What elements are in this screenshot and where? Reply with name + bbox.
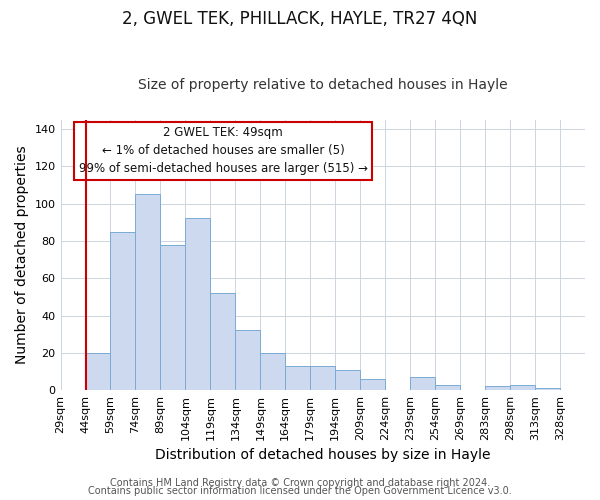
Bar xyxy=(160,244,185,390)
Text: Contains public sector information licensed under the Open Government Licence v3: Contains public sector information licen… xyxy=(88,486,512,496)
Bar xyxy=(136,194,160,390)
Bar xyxy=(410,377,435,390)
Text: 2, GWEL TEK, PHILLACK, HAYLE, TR27 4QN: 2, GWEL TEK, PHILLACK, HAYLE, TR27 4QN xyxy=(122,10,478,28)
Title: Size of property relative to detached houses in Hayle: Size of property relative to detached ho… xyxy=(138,78,508,92)
Bar xyxy=(185,218,211,390)
X-axis label: Distribution of detached houses by size in Hayle: Distribution of detached houses by size … xyxy=(155,448,491,462)
Text: 2 GWEL TEK: 49sqm
← 1% of detached houses are smaller (5)
99% of semi-detached h: 2 GWEL TEK: 49sqm ← 1% of detached house… xyxy=(79,126,368,176)
Bar xyxy=(86,353,110,390)
Bar xyxy=(335,370,360,390)
Bar xyxy=(485,386,510,390)
Text: Contains HM Land Registry data © Crown copyright and database right 2024.: Contains HM Land Registry data © Crown c… xyxy=(110,478,490,488)
Bar xyxy=(510,384,535,390)
Bar xyxy=(260,353,286,390)
Bar xyxy=(535,388,560,390)
Bar xyxy=(435,384,460,390)
Bar xyxy=(360,379,385,390)
Bar xyxy=(110,232,136,390)
Y-axis label: Number of detached properties: Number of detached properties xyxy=(15,146,29,364)
Bar xyxy=(286,366,310,390)
Bar xyxy=(235,330,260,390)
Bar xyxy=(211,293,235,390)
Bar xyxy=(310,366,335,390)
